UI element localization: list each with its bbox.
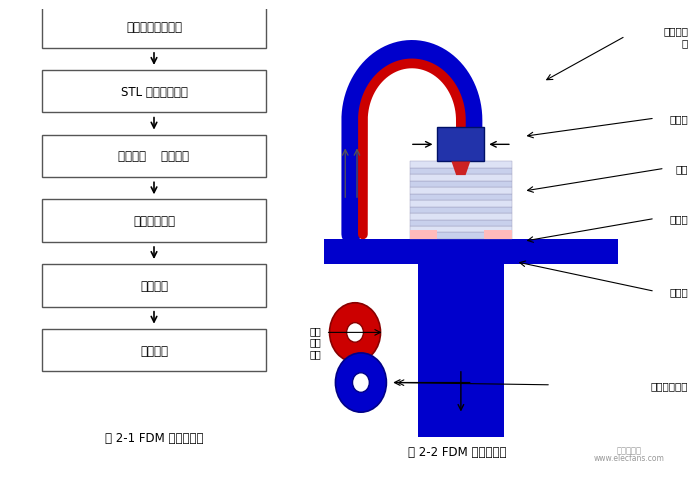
Text: 电子发烧友: 电子发烧友 <box>617 446 642 454</box>
Bar <box>410 207 512 213</box>
Text: STL 文件数据转换: STL 文件数据转换 <box>120 86 188 99</box>
Text: 三维模型: 三维模型 <box>140 279 168 292</box>
Bar <box>42 200 266 242</box>
Text: 熔融沉积成型: 熔融沉积成型 <box>133 215 175 227</box>
Text: 工作台: 工作台 <box>669 287 688 297</box>
Bar <box>42 6 266 49</box>
Bar <box>410 175 512 182</box>
Bar <box>438 128 484 162</box>
Text: 泡沫板: 泡沫板 <box>669 214 688 224</box>
Bar <box>410 213 512 220</box>
Text: 分层切片    加入支撑: 分层切片 加入支撑 <box>118 150 190 163</box>
Text: www.elecfans.com: www.elecfans.com <box>594 454 665 462</box>
Circle shape <box>335 353 386 412</box>
Bar <box>42 71 266 113</box>
Text: 支撑: 支撑 <box>676 164 688 174</box>
Circle shape <box>346 323 363 343</box>
Text: 支撑
材料
丝盘: 支撑 材料 丝盘 <box>310 325 322 358</box>
Text: 加热熔化
腔: 加热熔化 腔 <box>663 26 688 48</box>
Text: 制件材料丝盘: 制件材料丝盘 <box>651 380 688 390</box>
Bar <box>410 182 512 188</box>
Bar <box>42 329 266 372</box>
Bar <box>410 168 512 175</box>
Bar <box>323 240 617 264</box>
Circle shape <box>353 373 370 393</box>
Bar <box>42 136 266 178</box>
Circle shape <box>330 303 381 362</box>
Bar <box>410 220 512 227</box>
Bar <box>410 201 512 207</box>
Text: 图 2-1 FDM 成型流程图: 图 2-1 FDM 成型流程图 <box>105 431 203 444</box>
Bar <box>410 230 438 240</box>
Text: 表面处理: 表面处理 <box>140 344 168 357</box>
Bar <box>418 264 504 438</box>
Bar <box>410 188 512 194</box>
Text: 建立三维实体模型: 建立三维实体模型 <box>126 21 182 34</box>
Text: 给丝头: 给丝头 <box>669 114 688 124</box>
Bar <box>410 227 512 233</box>
Polygon shape <box>452 162 470 176</box>
Bar <box>410 162 512 168</box>
Bar <box>42 265 266 307</box>
Bar <box>410 233 512 240</box>
Bar <box>484 230 512 240</box>
Text: 图 2-2 FDM 系统模型图: 图 2-2 FDM 系统模型图 <box>407 445 506 458</box>
Bar <box>410 194 512 201</box>
